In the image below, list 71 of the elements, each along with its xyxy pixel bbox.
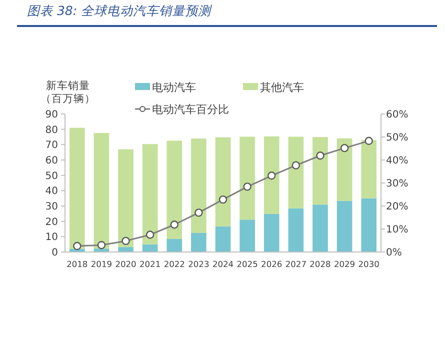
point (97, 241, 106, 250)
legend-label: 电动汽车百分比 (152, 103, 229, 116)
y-tick-label: 50 (45, 170, 58, 182)
bar (240, 136, 255, 220)
point (73, 242, 82, 250)
bar (215, 137, 231, 226)
x-tick-label: 2023 (188, 259, 210, 269)
legend-label: 其他汽车 (260, 81, 304, 94)
y-tick-label: 30 (45, 202, 58, 212)
bar (361, 198, 377, 252)
point (292, 161, 300, 170)
bar (288, 208, 304, 252)
point (218, 195, 228, 204)
x-tick-label: 2026 (261, 259, 282, 269)
bar (191, 138, 206, 233)
bar (312, 137, 328, 205)
chart-title: 图表 38: 全球电动汽车销量预测 (27, 3, 212, 20)
y2-tick-label: 60% (386, 110, 408, 120)
bar (240, 220, 255, 252)
x-tick-label: 2030 (358, 259, 380, 269)
y2-tick-label: 10% (386, 224, 408, 236)
point (243, 182, 252, 191)
x-tick-label: 2018 (66, 259, 88, 269)
x-tick-label: 2020 (115, 259, 136, 269)
point (268, 172, 276, 180)
bar (166, 238, 182, 252)
x-tick-label: 2029 (334, 259, 356, 269)
y-tick-label: 90 (45, 110, 58, 120)
y2-tick-label: 40% (386, 156, 408, 166)
bar (288, 136, 304, 208)
y-tick-label: 20 (45, 216, 58, 228)
bar (312, 204, 328, 252)
x-tick-label: 2022 (164, 259, 185, 269)
point (122, 236, 130, 246)
point (146, 230, 154, 239)
y-axis-title: 新车销量（百万辆） (40, 80, 96, 106)
y-tick-label: 40 (45, 186, 58, 198)
bar (142, 144, 158, 244)
y-tick-label: 70 (45, 140, 58, 152)
bar (264, 136, 280, 214)
bar (264, 214, 280, 252)
legend-label: 电动汽车 (152, 81, 196, 94)
bar (69, 128, 85, 249)
point (340, 144, 349, 152)
bar (336, 138, 352, 201)
bar (166, 140, 182, 239)
bar (94, 133, 110, 249)
bar (215, 226, 231, 252)
x-tick-label: 2019 (90, 259, 112, 269)
y-tick-label: 60 (45, 156, 58, 166)
y-tick-label: 10 (45, 232, 58, 244)
y2-tick-label: 20% (386, 202, 408, 212)
point (316, 152, 324, 160)
y-tick-label: 80 (45, 124, 58, 136)
x-tick-label: 2024 (212, 259, 234, 269)
bar (336, 200, 352, 252)
x-tick-label: 2027 (285, 259, 306, 269)
x-tick-label: 2025 (236, 259, 258, 269)
bar (118, 247, 134, 252)
bar (118, 149, 134, 248)
x-tick-label: 2021 (140, 259, 161, 269)
y2-tick-label: 30% (386, 178, 408, 190)
y2-tick-label: 0% (386, 248, 402, 258)
y-tick-label: 0 (52, 248, 58, 258)
point (364, 136, 373, 146)
bar (191, 232, 206, 252)
point (170, 220, 178, 229)
x-tick-label: 2028 (310, 259, 331, 269)
point (194, 208, 203, 217)
y2-tick-label: 50% (386, 132, 408, 144)
bar (361, 140, 377, 198)
